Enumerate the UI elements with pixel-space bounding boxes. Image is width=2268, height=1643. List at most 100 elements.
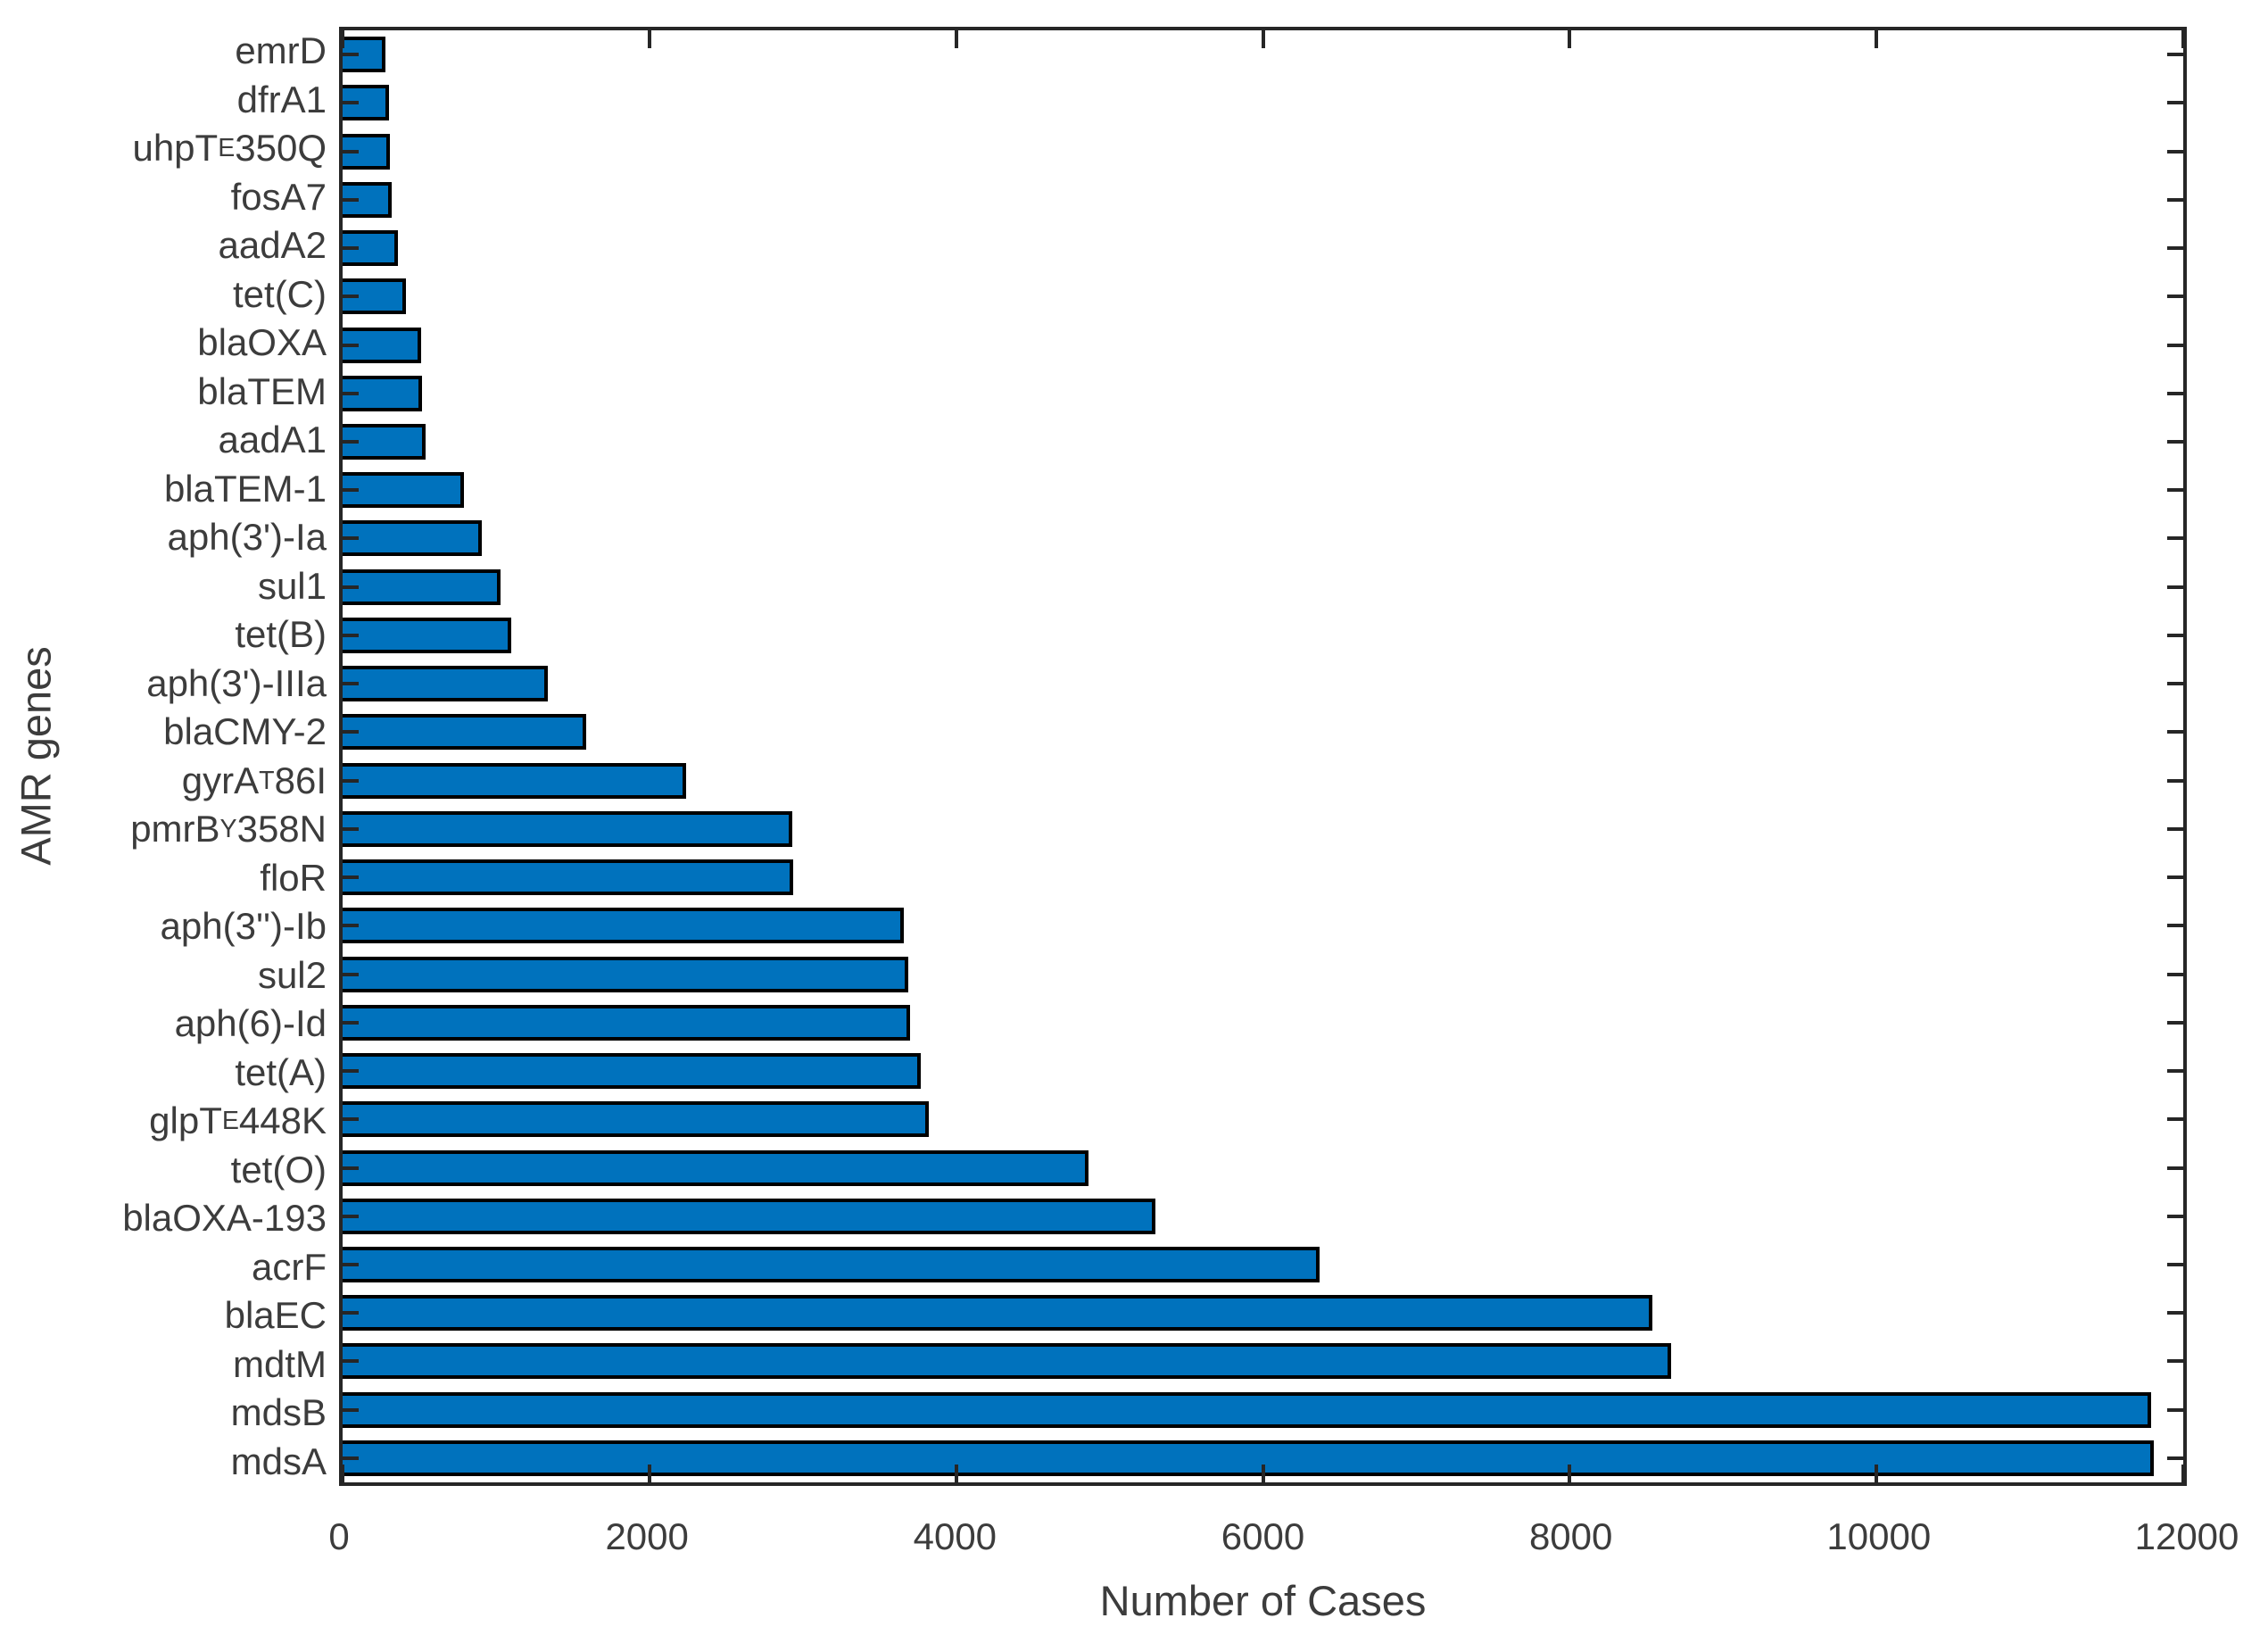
bar-row <box>343 999 2183 1047</box>
x-tick-label-8000: 8000 <box>1528 1515 1613 1557</box>
category-label-sul1: sul1 <box>257 564 327 607</box>
bar-row <box>343 224 2183 272</box>
y-tick-mark <box>343 53 359 57</box>
y-tick-mark <box>343 1020 359 1025</box>
y-tick-mark <box>343 682 359 686</box>
y-tick-mark-right <box>2167 149 2183 154</box>
y-tick-mark-right <box>2167 585 2183 589</box>
bar-tet(O) <box>343 1149 1088 1186</box>
bar-sul1 <box>343 568 501 605</box>
bar-aph(3')-Ia <box>343 520 483 557</box>
category-label-aph(3'')-Ib: aph(3'')-Ib <box>160 905 327 948</box>
x-tick-mark-top <box>1875 30 1879 48</box>
x-tick-mark-top <box>647 30 651 48</box>
category-label-glpT_E448K: glpT E 448K <box>149 1099 327 1142</box>
category-label-fosA7: fosA7 <box>230 175 327 218</box>
y-tick-mark <box>343 197 359 202</box>
y-tick-mark <box>343 924 359 928</box>
y-tick-mark-right <box>2167 101 2183 105</box>
x-axis-title: Number of Cases <box>1099 1577 1427 1624</box>
x-tick-mark <box>1568 1465 1572 1482</box>
bar-row <box>343 514 2183 562</box>
bar-row <box>343 901 2183 950</box>
y-tick-mark <box>343 778 359 783</box>
plot-area <box>339 27 2187 1486</box>
y-tick-mark <box>343 1407 359 1412</box>
category-label-tet(O): tet(O) <box>230 1148 327 1191</box>
y-tick-mark-right <box>2167 924 2183 928</box>
category-label-blaCMY-2: blaCMY-2 <box>163 710 327 753</box>
x-tick-mark <box>647 1465 651 1482</box>
category-label-dfrA1: dfrA1 <box>236 78 327 120</box>
bar-row <box>343 1289 2183 1337</box>
category-label-mdtM: mdtM <box>233 1342 327 1385</box>
y-tick-mark-right <box>2167 875 2183 880</box>
x-tick-label-12000: 12000 <box>2134 1515 2239 1557</box>
bar-row <box>343 1386 2183 1434</box>
bar-glpT_E448K <box>343 1101 929 1138</box>
category-label-blaOXA-193: blaOXA-193 <box>122 1197 327 1240</box>
bar-mdsA <box>343 1440 2155 1476</box>
category-label-mdsA: mdsA <box>230 1440 327 1482</box>
y-tick-mark-right <box>2167 1117 2183 1122</box>
y-tick-mark <box>343 488 359 493</box>
category-label-blaOXA: blaOXA <box>197 321 327 364</box>
y-tick-mark-right <box>2167 730 2183 734</box>
bar-row <box>343 1337 2183 1385</box>
bar-row <box>343 1241 2183 1289</box>
y-tick-mark <box>343 1456 359 1460</box>
y-tick-mark-right <box>2167 246 2183 251</box>
y-tick-mark-right <box>2167 1166 2183 1170</box>
bar-blaOXA-193 <box>343 1198 1156 1234</box>
y-tick-labels: emrD dfrA1 uhpT E 350Q fosA7 aadA2 tet(C) blaOXA… <box>0 27 327 1486</box>
bar-row <box>343 757 2183 805</box>
bar-aph(3')-IIIa <box>343 666 549 702</box>
y-tick-mark <box>343 1262 359 1266</box>
bar-row <box>343 79 2183 127</box>
bar-gyrA_T86I <box>343 762 687 799</box>
bar-row <box>343 176 2183 224</box>
category-label-aph(6)-Id: aph(6)-Id <box>174 1002 327 1045</box>
y-tick-mark-right <box>2167 1262 2183 1266</box>
y-tick-mark-right <box>2167 826 2183 831</box>
bar-row <box>343 805 2183 853</box>
bar-row <box>343 1143 2183 1191</box>
y-tick-mark-right <box>2167 1214 2183 1218</box>
y-tick-mark-right <box>2167 1069 2183 1074</box>
bar-tet(A) <box>343 1053 922 1090</box>
y-tick-mark-right <box>2167 1456 2183 1460</box>
bar-row <box>343 708 2183 756</box>
y-tick-mark <box>343 1166 359 1170</box>
category-label-emrD: emrD <box>235 29 327 72</box>
y-tick-mark-right <box>2167 197 2183 202</box>
bar-row <box>343 1192 2183 1241</box>
x-tick-label-10000: 10000 <box>1826 1515 1932 1557</box>
bar-row <box>343 853 2183 901</box>
bar-tet(B) <box>343 617 512 653</box>
y-tick-mark-right <box>2167 488 2183 493</box>
bar-floR <box>343 859 794 896</box>
bar-row <box>343 1434 2183 1482</box>
bar-row <box>343 30 2183 79</box>
x-tick-labels: 0 2000 4000 6000 8000 10000 12000 <box>328 1515 2239 1562</box>
y-tick-mark-right <box>2167 633 2183 637</box>
bar-aph(6)-Id <box>343 1004 911 1041</box>
y-tick-mark <box>343 246 359 251</box>
y-tick-mark <box>343 972 359 976</box>
category-label-aph(3')-IIIa: aph(3')-IIIa <box>146 661 327 704</box>
bar-blaEC <box>343 1295 1653 1332</box>
y-tick-mark <box>343 439 359 444</box>
y-tick-mark-right <box>2167 1407 2183 1412</box>
y-tick-mark <box>343 343 359 347</box>
y-tick-mark-right <box>2167 972 2183 976</box>
bar-row <box>343 369 2183 418</box>
y-tick-mark <box>343 1359 359 1364</box>
category-label-blaEC: blaEC <box>224 1294 327 1337</box>
bar-row <box>343 563 2183 611</box>
x-tick-mark-top <box>2181 30 2185 48</box>
x-tick-mark-top <box>341 30 344 48</box>
bar-row <box>343 660 2183 708</box>
y-tick-mark <box>343 1311 359 1315</box>
y-tick-mark <box>343 1214 359 1218</box>
